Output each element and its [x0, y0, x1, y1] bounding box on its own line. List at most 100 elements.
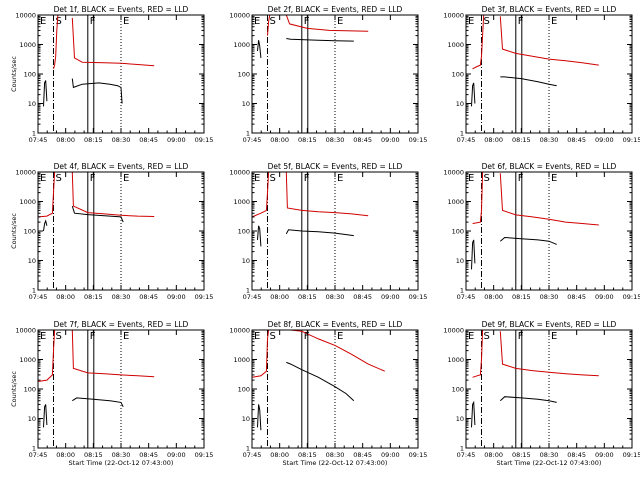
- y-tick-label: 10: [242, 257, 250, 265]
- marker-label: S: [269, 16, 275, 27]
- series-line: [257, 225, 262, 247]
- y-tick-label: 10: [242, 415, 250, 423]
- y-tick-label: 1: [246, 287, 250, 295]
- x-tick-label: 08:30: [112, 136, 131, 144]
- x-tick-label: 09:00: [167, 293, 186, 301]
- series-line: [257, 40, 262, 58]
- y-tick-label: 1: [460, 445, 464, 453]
- y-tick-label: 10000: [15, 12, 36, 20]
- marker-label: S: [269, 173, 275, 184]
- y-axis-label: Counts/sec: [10, 371, 18, 407]
- x-tick-label: 08:15: [84, 451, 103, 459]
- marker-label: E: [468, 16, 474, 27]
- plot-frame: [37, 329, 205, 449]
- x-tick-label: 09:15: [623, 136, 640, 144]
- x-tick-label: 08:15: [298, 451, 317, 459]
- y-tick-label: 100: [238, 71, 250, 79]
- y-tick-label: 1000: [19, 41, 36, 49]
- y-tick-label: 1: [32, 287, 36, 295]
- y-tick-label: 1000: [233, 41, 250, 49]
- series-line: [471, 239, 476, 270]
- y-tick-label: 1000: [447, 356, 464, 364]
- series-line: [499, 173, 599, 226]
- x-tick-label: 09:15: [195, 451, 214, 459]
- x-tick-label: 08:00: [56, 293, 75, 301]
- chart-title: Det 7f, BLACK = Events, RED = LLD: [54, 320, 189, 329]
- series-line: [471, 400, 476, 428]
- plot-frame: [465, 14, 633, 134]
- chart-title: Det 6f, BLACK = Events, RED = LLD: [482, 162, 617, 171]
- y-axis-label: Counts/sec: [10, 56, 18, 92]
- x-tick-label: 08:45: [139, 451, 158, 459]
- x-tick-label: 09:00: [595, 293, 614, 301]
- series-line: [285, 172, 369, 217]
- series-line: [252, 172, 270, 218]
- y-tick-label: 10000: [229, 169, 250, 177]
- x-tick-label: 08:00: [270, 451, 289, 459]
- chart-title: Det 9f, BLACK = Events, RED = LLD: [482, 320, 617, 329]
- x-tick-label: 09:15: [623, 293, 640, 301]
- series-line: [257, 404, 262, 431]
- y-tick-label: 100: [24, 71, 36, 79]
- x-tick-label: 08:30: [326, 293, 345, 301]
- x-tick-label: 08:15: [298, 136, 317, 144]
- x-tick-label: 07:45: [243, 136, 262, 144]
- series-line: [471, 82, 476, 107]
- x-tick-label: 09:15: [409, 451, 428, 459]
- y-tick-label: 1000: [447, 198, 464, 206]
- series-line: [499, 16, 599, 66]
- x-tick-label: 08:00: [484, 136, 503, 144]
- y-tick-label: 1: [460, 130, 464, 138]
- marker-label: E: [254, 173, 260, 184]
- marker-label: S: [269, 331, 275, 342]
- marker-label: F: [90, 173, 96, 184]
- x-tick-label: 08:00: [270, 293, 289, 301]
- chart-title: Det 4f, BLACK = Events, RED = LLD: [54, 162, 189, 171]
- x-tick-label: 07:45: [457, 136, 476, 144]
- marker-label: E: [123, 16, 129, 27]
- y-tick-label: 10: [242, 100, 250, 108]
- series-line: [472, 172, 484, 224]
- y-tick-label: 1000: [233, 198, 250, 206]
- series-line: [71, 205, 124, 223]
- chart-title: Det 8f, BLACK = Events, RED = LLD: [268, 320, 403, 329]
- y-tick-label: 1000: [19, 356, 36, 364]
- chart-title: Det 5f, BLACK = Events, RED = LLD: [268, 162, 403, 171]
- marker-label: F: [304, 173, 310, 184]
- chart-title: Det 1f, BLACK = Events, RED = LLD: [54, 5, 189, 14]
- x-axis-label: Start Time (22-Oct-12 07:43:00): [497, 459, 602, 467]
- series-line: [286, 361, 355, 402]
- y-tick-label: 1: [246, 445, 250, 453]
- x-tick-label: 08:45: [139, 293, 158, 301]
- x-tick-label: 09:15: [409, 136, 428, 144]
- chart-title: Det 2f, BLACK = Events, RED = LLD: [268, 5, 403, 14]
- x-tick-label: 08:30: [326, 451, 345, 459]
- plot-frame: [37, 171, 205, 291]
- series-line: [71, 78, 123, 104]
- series-line: [53, 15, 59, 69]
- series-line: [43, 219, 48, 232]
- marker-label: E: [468, 331, 474, 342]
- x-tick-label: 08:30: [112, 293, 131, 301]
- x-tick-label: 08:00: [56, 136, 75, 144]
- y-tick-label: 100: [452, 228, 464, 236]
- x-tick-label: 09:15: [409, 293, 428, 301]
- x-tick-label: 09:15: [195, 293, 214, 301]
- x-tick-label: 09:00: [167, 136, 186, 144]
- marker-label: E: [123, 173, 129, 184]
- x-tick-label: 08:30: [326, 136, 345, 144]
- x-tick-label: 09:00: [381, 451, 400, 459]
- x-tick-label: 07:45: [457, 293, 476, 301]
- series-line: [285, 15, 369, 32]
- y-tick-label: 1: [460, 287, 464, 295]
- marker-label: S: [55, 331, 61, 342]
- y-tick-label: 10000: [443, 327, 464, 335]
- series-line: [500, 76, 557, 87]
- marker-label: E: [40, 331, 46, 342]
- y-tick-label: 10000: [15, 169, 36, 177]
